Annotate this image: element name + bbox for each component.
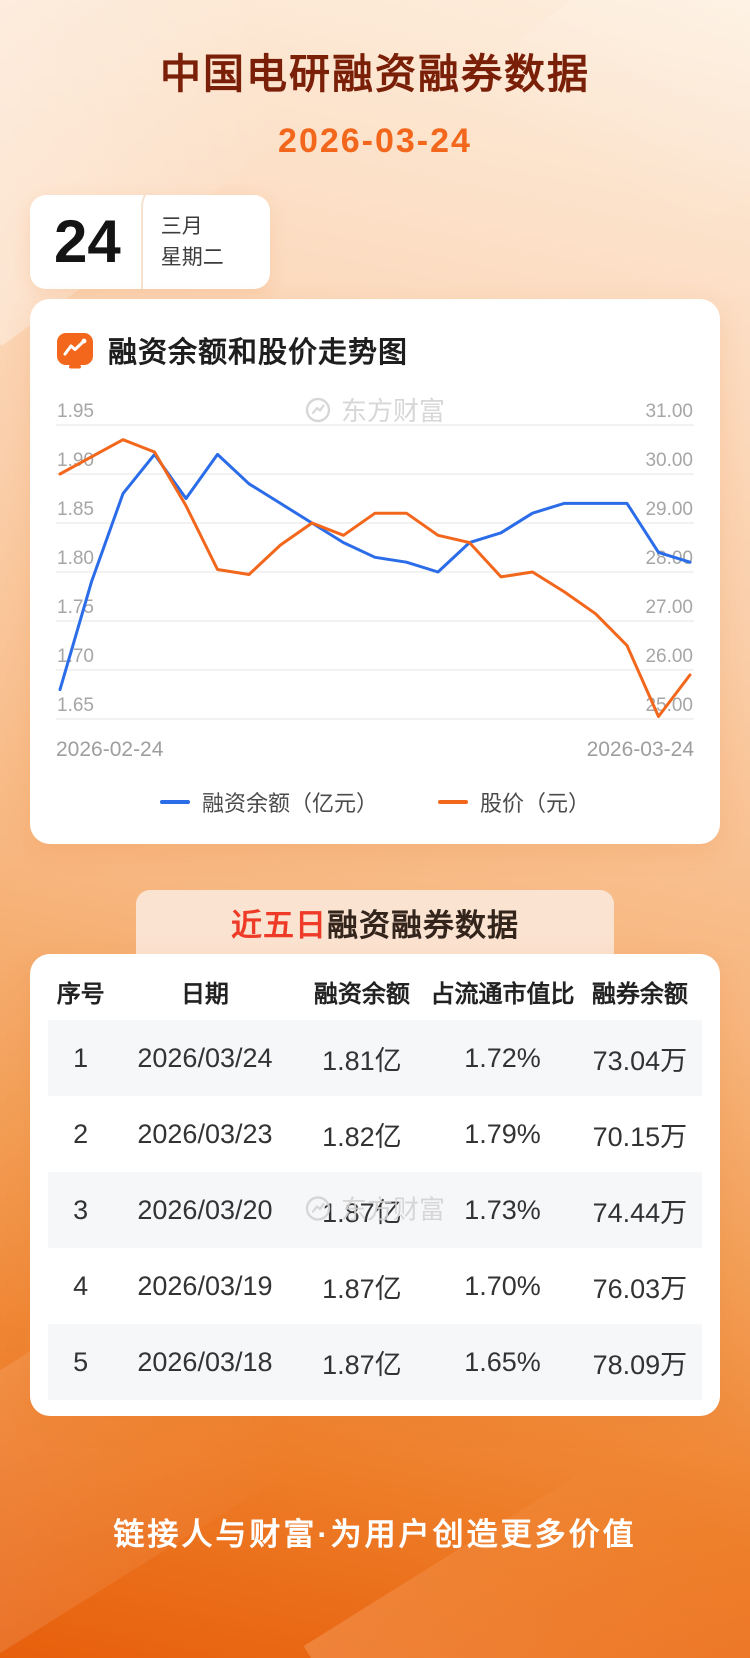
chart-card: 融资余额和股价走势图 东方财富 1.95 31.00 1.90 30.00 1.85 29… bbox=[30, 299, 720, 844]
eastmoney-logo-icon bbox=[305, 1195, 331, 1221]
svg-text:27.00: 27.00 bbox=[645, 597, 693, 618]
footer-slogan: 链接人与财富·为用户创造更多价值 bbox=[113, 1517, 637, 1552]
table-header-cell: 日期 bbox=[180, 980, 229, 1008]
table-cell: 1.87亿 bbox=[322, 1273, 402, 1304]
table-title-badge: 近五日 融资融券数据 bbox=[136, 890, 614, 954]
watermark-text: 东方财富 bbox=[340, 396, 446, 426]
x-axis-labels: 2026-02-24 2026-03-24 bbox=[56, 738, 694, 762]
table-title-highlight: 近五日 bbox=[231, 907, 327, 943]
calendar-meta: 三月 星期二 bbox=[140, 195, 224, 289]
footer: 链接人与财富·为用户创造更多价值 bbox=[0, 1509, 750, 1554]
data-table: 序号 日期 融资余额 占流通市值比 融券余额 1 2026/03/24 1.81亿 1.72%… bbox=[48, 962, 702, 1400]
legend-marker-financing-balance bbox=[159, 800, 190, 804]
table-cell: 1 bbox=[73, 1042, 89, 1073]
table-row: 4 2026/03/19 1.87亿 1.70% 76.03万 bbox=[48, 1248, 702, 1324]
chart-box: 东方财富 1.95 31.00 1.90 30.00 1.85 29.00 1.80 28.0… bbox=[56, 396, 694, 762]
table-cell: 2026/03/19 bbox=[137, 1270, 273, 1301]
table-body: 1 2026/03/24 1.81亿 1.72% 73.04万 2 2026/03/23 1.… bbox=[48, 1020, 702, 1400]
x-axis-start-label: 2026-02-24 bbox=[56, 738, 164, 761]
table-row: 1 2026/03/24 1.81亿 1.72% 73.04万 bbox=[48, 1020, 702, 1096]
svg-text:31.00: 31.00 bbox=[645, 401, 693, 422]
table-row: 5 2026/03/18 1.87亿 1.65% 78.09万 bbox=[48, 1324, 702, 1400]
table-cell: 1.70% bbox=[464, 1270, 541, 1301]
svg-text:29.00: 29.00 bbox=[645, 499, 693, 520]
svg-text:28.00: 28.00 bbox=[645, 548, 693, 569]
eastmoney-watermark: 东方财富 bbox=[305, 391, 445, 428]
svg-text:1.90: 1.90 bbox=[57, 450, 94, 471]
table-cell: 1.65% bbox=[464, 1346, 541, 1377]
table-row: 2 2026/03/23 1.82亿 1.79% 70.15万 bbox=[48, 1096, 702, 1172]
table-cell: 2026/03/20 bbox=[137, 1194, 273, 1225]
table-cell: 1.72% bbox=[464, 1042, 541, 1073]
svg-text:1.70: 1.70 bbox=[57, 646, 94, 667]
table-cell: 2026/03/24 bbox=[137, 1042, 273, 1073]
table-header-cell: 占流通市值比 bbox=[430, 980, 575, 1008]
table-cell: 1.73% bbox=[464, 1194, 541, 1225]
eastmoney-logo-icon bbox=[305, 397, 331, 423]
header-date: 2026-03-24 bbox=[278, 122, 472, 160]
svg-text:30.00: 30.00 bbox=[645, 450, 693, 471]
table-header-row: 序号 日期 融资余额 占流通市值比 融券余额 bbox=[48, 962, 702, 1020]
table-cell: 74.44万 bbox=[592, 1197, 688, 1228]
svg-text:1.95: 1.95 bbox=[57, 401, 94, 422]
table-cell: 78.09万 bbox=[592, 1349, 688, 1380]
calendar-weekday: 星期二 bbox=[160, 246, 224, 269]
line-chart-icon bbox=[56, 331, 94, 369]
table-cell: 73.04万 bbox=[592, 1045, 688, 1076]
table-header-cell: 融券余额 bbox=[591, 980, 688, 1008]
table-section: 近五日 融资融券数据 东方财富 序号 日期 融资余额 占流通市值比 融券余额 1 2026/… bbox=[0, 890, 750, 1416]
calendar-day: 24 bbox=[54, 208, 121, 275]
legend-item-financing-balance: 融资余额（亿元） bbox=[159, 786, 378, 818]
chart-legend: 融资余额（亿元） 股价（元） bbox=[56, 786, 694, 818]
table-cell: 70.15万 bbox=[592, 1121, 688, 1152]
table-cell: 2 bbox=[73, 1118, 89, 1149]
svg-text:1.80: 1.80 bbox=[57, 548, 94, 569]
table-cell: 1.81亿 bbox=[322, 1045, 402, 1076]
calendar-month: 三月 bbox=[160, 214, 203, 238]
svg-text:1.85: 1.85 bbox=[57, 499, 94, 520]
legend-label: 融资余额（亿元） bbox=[201, 791, 378, 816]
table-cell: 1.82亿 bbox=[322, 1121, 402, 1152]
line-chart: 1.95 31.00 1.90 30.00 1.85 29.00 1.80 28.00 1.75… bbox=[56, 401, 694, 732]
calendar-card: 24 三月 星期二 bbox=[30, 195, 270, 289]
table-cell: 3 bbox=[73, 1194, 89, 1225]
legend-label: 股价（元） bbox=[480, 791, 591, 816]
x-axis-end-label: 2026-03-24 bbox=[586, 738, 694, 761]
chart-title: 融资余额和股价走势图 bbox=[108, 337, 409, 369]
table-row: 3 2026/03/20 1.87亿 1.73% 74.44万 bbox=[48, 1172, 702, 1248]
header: 中国电研融资融券数据 2026-03-24 bbox=[0, 0, 750, 161]
chart-header: 融资余额和股价走势图 bbox=[56, 329, 694, 371]
table-card: 东方财富 序号 日期 融资余额 占流通市值比 融券余额 1 2026/03/24 1.81亿… bbox=[30, 954, 720, 1416]
table-cell: 1.87亿 bbox=[322, 1197, 402, 1228]
table-cell: 5 bbox=[73, 1346, 89, 1377]
watermark-text: 东方财富 bbox=[340, 1194, 446, 1225]
svg-text:1.65: 1.65 bbox=[57, 695, 94, 716]
table-header-cell: 融资余额 bbox=[313, 980, 410, 1008]
table-cell: 1.87亿 bbox=[322, 1349, 402, 1380]
legend-item-stock-price: 股价（元） bbox=[438, 786, 590, 818]
page-title: 中国电研融资融券数据 bbox=[160, 51, 590, 97]
table-cell: 76.03万 bbox=[592, 1273, 688, 1304]
svg-text:26.00: 26.00 bbox=[645, 646, 693, 667]
table-title-rest: 融资融券数据 bbox=[327, 907, 519, 943]
eastmoney-watermark: 东方财富 bbox=[305, 1190, 445, 1227]
table-cell: 2026/03/23 bbox=[137, 1118, 273, 1149]
table-cell: 4 bbox=[73, 1270, 89, 1301]
svg-text:1.75: 1.75 bbox=[57, 597, 94, 618]
table-cell: 2026/03/18 bbox=[137, 1346, 273, 1377]
table-header-cell: 序号 bbox=[56, 980, 105, 1008]
table-cell: 1.79% bbox=[464, 1118, 541, 1149]
legend-marker-stock-price bbox=[438, 800, 468, 804]
line-chart-svg: 1.95 31.00 1.90 30.00 1.85 29.00 1.80 28.00 1.75… bbox=[56, 401, 694, 720]
